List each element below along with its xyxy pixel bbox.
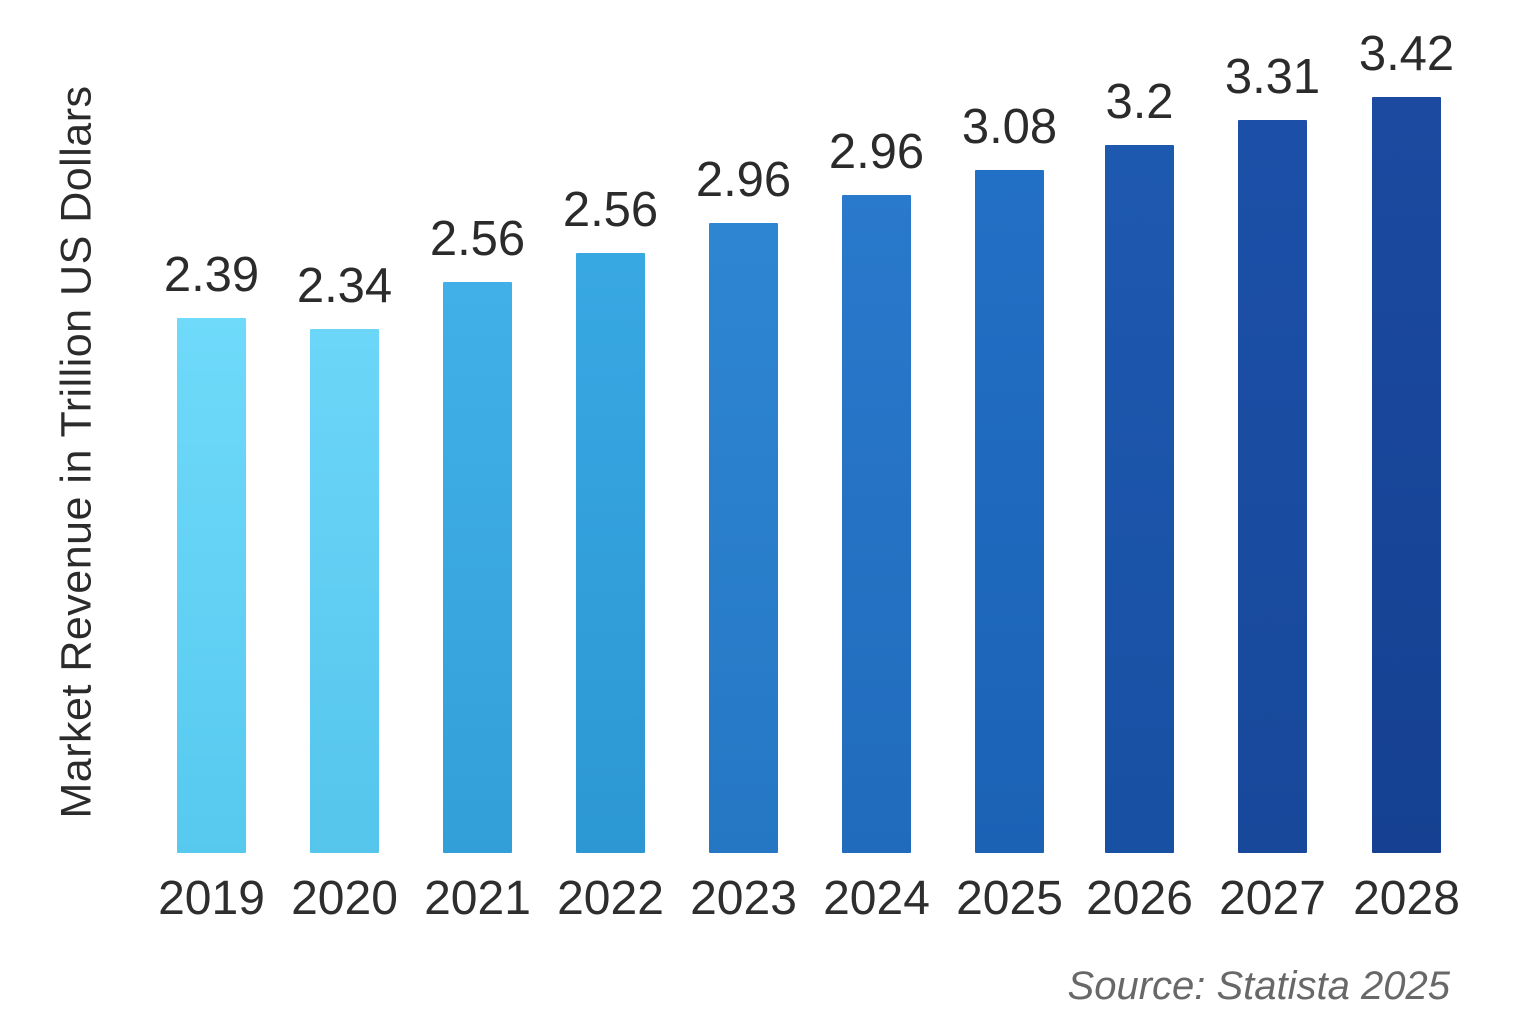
x-tick-2021: 2021: [424, 872, 531, 925]
value-label-2024: 2.96: [828, 125, 925, 179]
x-tick-2025: 2025: [956, 872, 1063, 925]
source-caption: Source: Statista 2025: [1067, 964, 1450, 1008]
x-tick-2023: 2023: [690, 872, 797, 925]
bar-2027: [1238, 120, 1307, 853]
bar-2026: [1105, 145, 1174, 853]
value-label-2020: 2.34: [296, 259, 393, 313]
bar-group-2025: 3.08 2025: [956, 100, 1063, 925]
value-label-2026: 3.2: [1105, 75, 1174, 129]
bar-2025: [975, 170, 1044, 853]
bar-group-2027: 3.31 2027: [1219, 50, 1326, 925]
bar-group-2024: 2.96 2024: [823, 125, 930, 925]
bar-2028: [1372, 97, 1441, 853]
x-tick-2022: 2022: [557, 872, 664, 925]
bar-group-2023: 2.96 2023: [690, 153, 797, 925]
value-label-2023: 2.96: [695, 153, 792, 207]
bar-group-2020: 2.34 2020: [291, 259, 398, 925]
bar-group-2019: 2.39 2019: [158, 248, 265, 925]
x-tick-2028: 2028: [1353, 872, 1460, 925]
value-label-2022: 2.56: [562, 183, 659, 237]
bar-group-2021: 2.56 2021: [424, 212, 531, 925]
bar-2021: [443, 282, 512, 853]
bar-2019: [177, 318, 246, 853]
value-label-2019: 2.39: [163, 248, 260, 302]
bar-2023: [709, 223, 778, 853]
value-label-2027: 3.31: [1224, 50, 1321, 104]
x-tick-2026: 2026: [1086, 872, 1193, 925]
x-tick-2027: 2027: [1219, 872, 1326, 925]
value-label-2028: 3.42: [1358, 27, 1455, 81]
bar-2020: [310, 329, 379, 853]
y-axis-title: Market Revenue in Trillion US Dollars: [52, 85, 101, 819]
bar-group-2028: 3.42 2028: [1353, 27, 1460, 925]
x-tick-2024: 2024: [823, 872, 930, 925]
x-tick-2020: 2020: [291, 872, 398, 925]
value-label-2025: 3.08: [961, 100, 1058, 154]
bar-group-2026: 3.2 2026: [1086, 75, 1193, 925]
bar-2022: [576, 253, 645, 853]
bar-2024: [842, 195, 911, 853]
x-tick-2019: 2019: [158, 872, 265, 925]
value-label-2021: 2.56: [429, 212, 526, 266]
bar-group-2022: 2.56 2022: [557, 183, 664, 925]
